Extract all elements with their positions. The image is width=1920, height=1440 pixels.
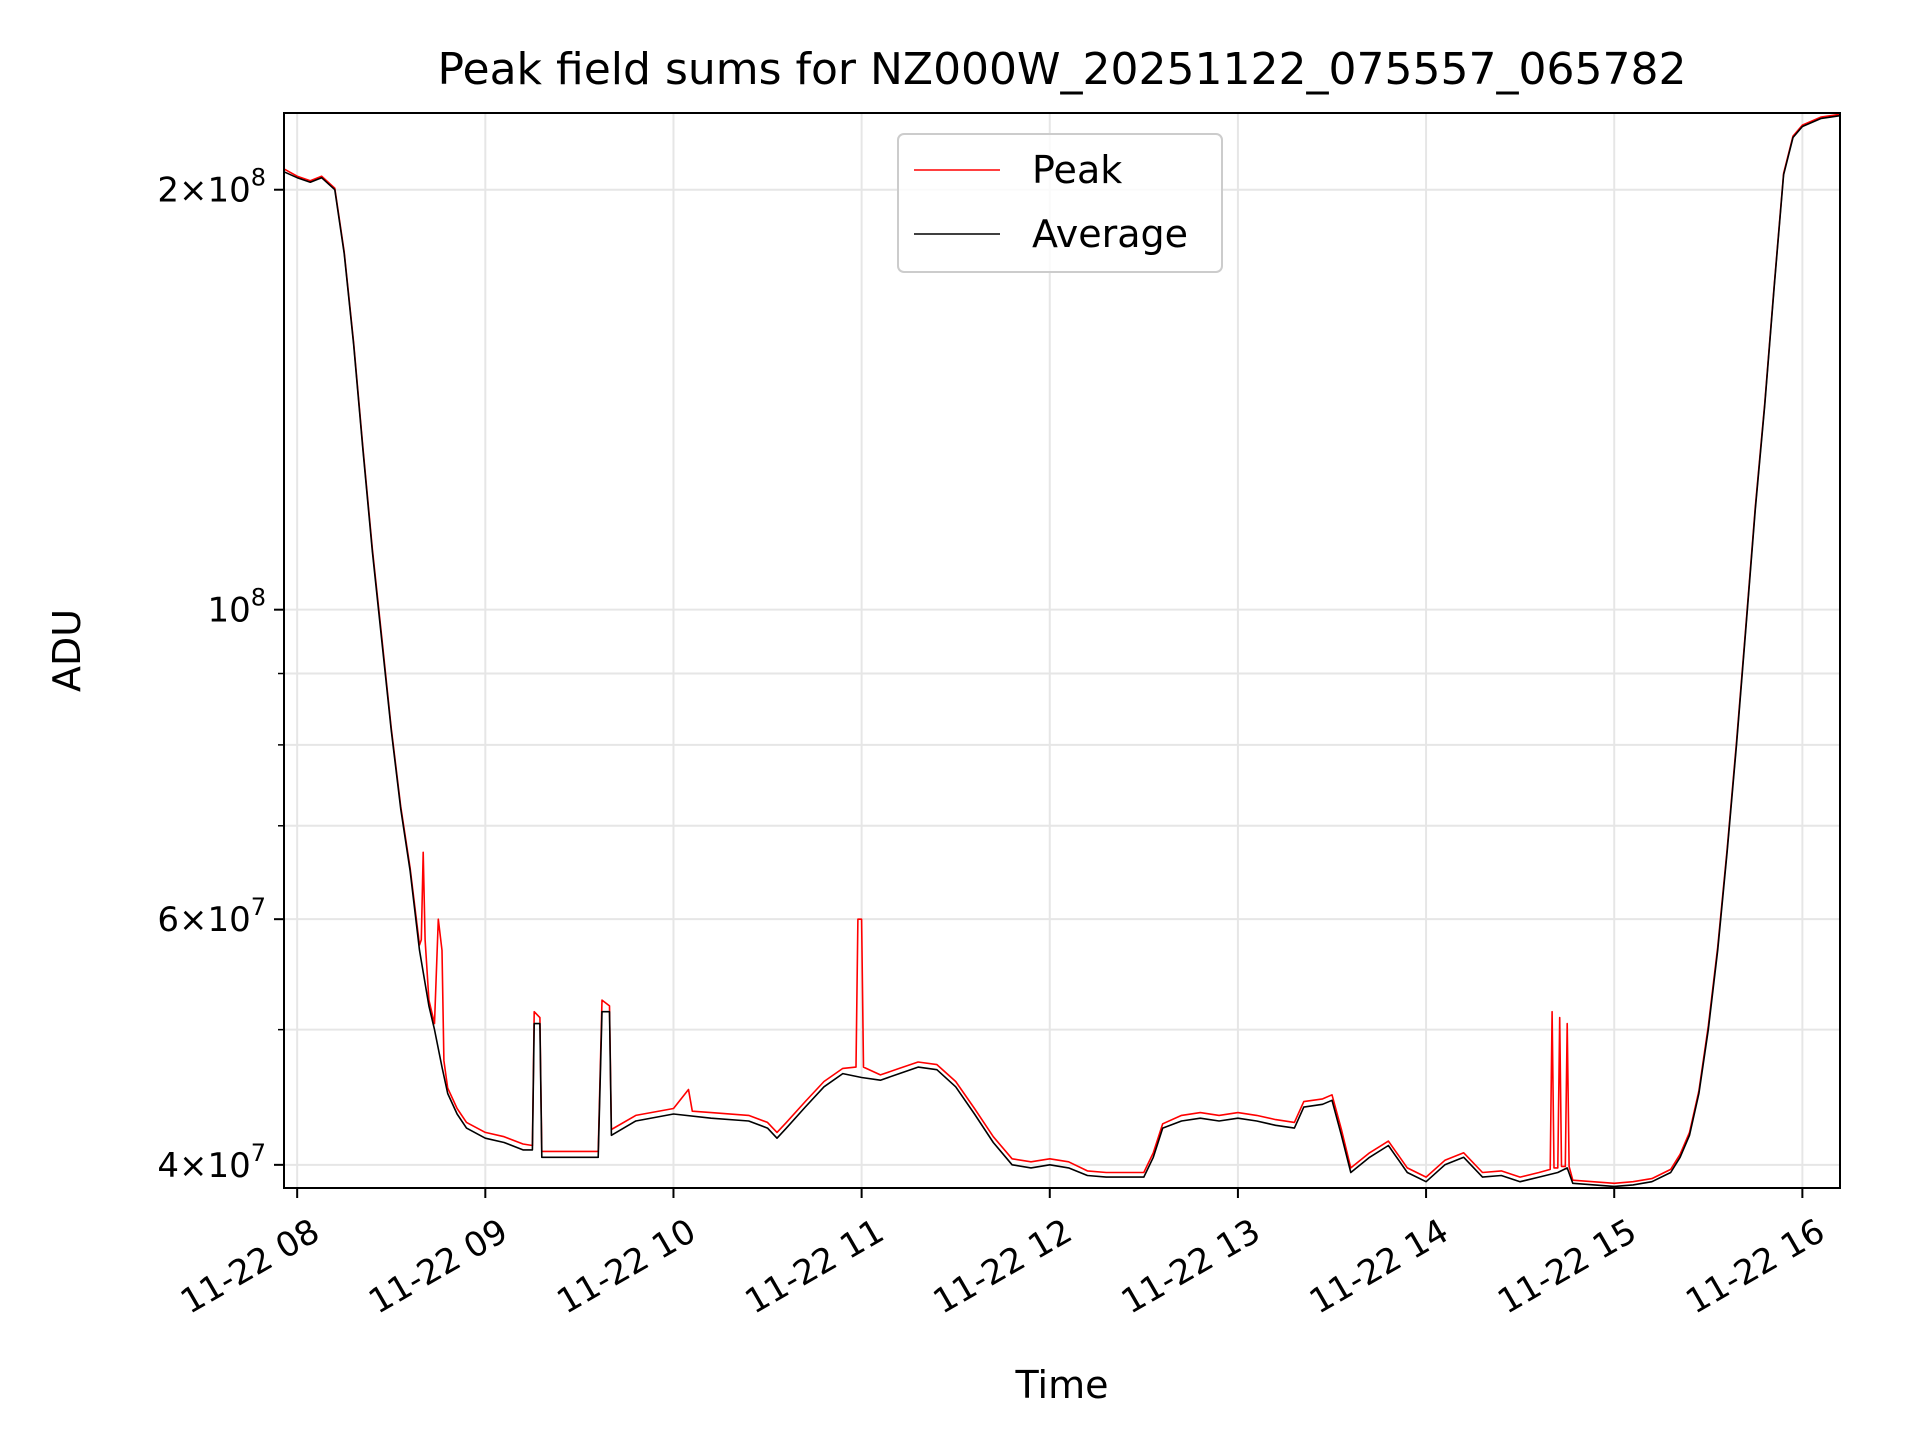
legend: Peak Average <box>897 133 1223 273</box>
y-tick-base: 10 <box>207 171 250 211</box>
y-tick-times: × <box>179 171 208 211</box>
grid <box>284 113 1840 1188</box>
y-tick-base: 10 <box>207 1146 250 1186</box>
plot-frame <box>283 112 1841 1189</box>
y-tick-mantissa: 4 <box>157 1146 179 1186</box>
y-tick-mantissa: 2 <box>157 171 179 211</box>
series-line-peak <box>283 113 1841 1185</box>
y-tick-label: 4×107 <box>157 1139 266 1186</box>
y-tick-times: × <box>179 1146 208 1186</box>
y-tick-label: 6×107 <box>157 893 266 940</box>
y-tick-exponent: 7 <box>251 1139 266 1167</box>
legend-label-average: Average <box>1032 212 1188 256</box>
legend-box <box>897 133 1223 273</box>
y-tick-times: × <box>179 900 208 940</box>
legend-label-peak: Peak <box>1032 148 1122 192</box>
series-line-average <box>283 114 1841 1188</box>
y-tick-base: 10 <box>207 900 250 940</box>
y-tick-mantissa: 6 <box>157 900 179 940</box>
y-tick-label: 108 <box>207 584 266 631</box>
y-tick-exponent: 8 <box>251 164 266 192</box>
y-axis-label: ADU <box>45 609 89 692</box>
y-tick-exponent: 8 <box>251 584 266 612</box>
y-tick-base: 10 <box>207 591 250 631</box>
y-tick-label: 2×108 <box>157 164 266 211</box>
series-group <box>283 113 1841 1188</box>
chart-title: Peak field sums for NZ000W_20251122_0755… <box>438 44 1687 95</box>
y-tick-exponent: 7 <box>251 893 266 921</box>
x-axis-label: Time <box>1015 1363 1109 1407</box>
